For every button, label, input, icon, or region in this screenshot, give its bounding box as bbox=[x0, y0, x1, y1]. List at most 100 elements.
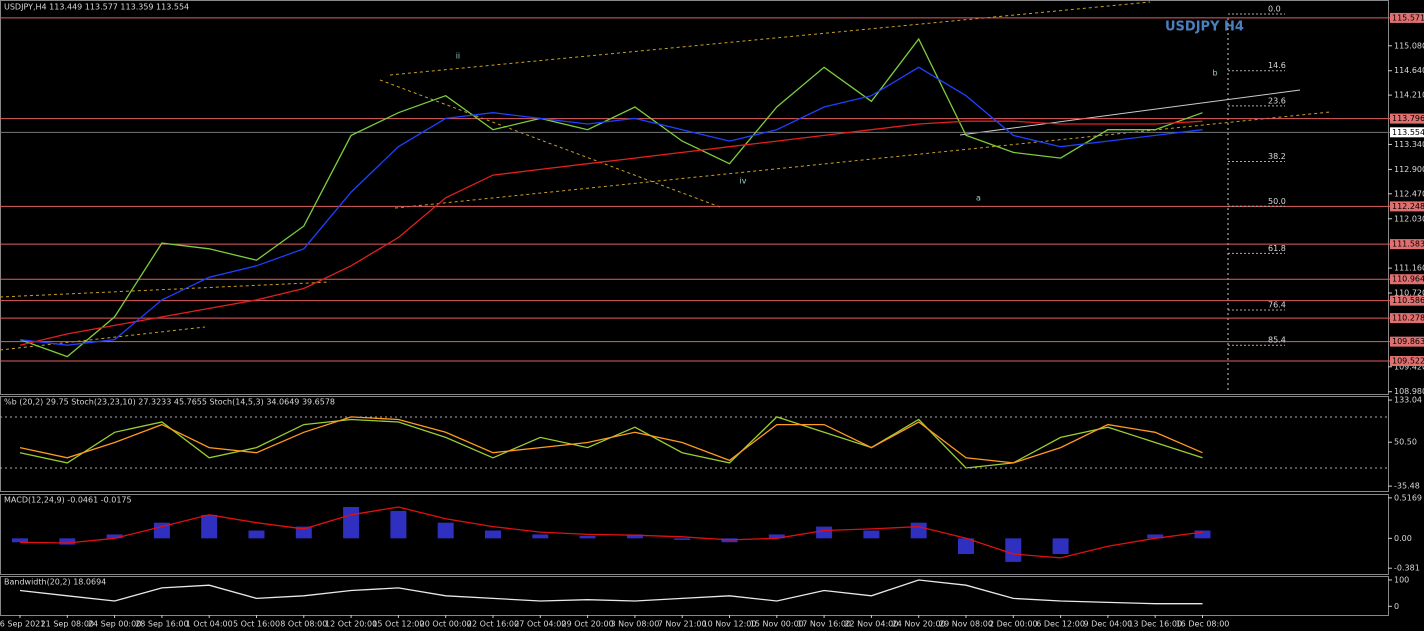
y-tick-label: 113.340 bbox=[1394, 140, 1424, 149]
wave-label: a bbox=[976, 193, 981, 202]
macd-bar bbox=[59, 538, 76, 545]
series-line bbox=[19, 120, 1203, 346]
x-tick-label: 9 Dec 04:00 bbox=[1084, 620, 1133, 629]
x-tick-label: 8 Oct 08:00 bbox=[280, 620, 327, 629]
fib-label: 61.8 bbox=[1268, 244, 1286, 253]
x-tick-label: 16 Dec 08:00 bbox=[1176, 620, 1230, 629]
x-tick-label: 2 Dec 00:00 bbox=[989, 620, 1038, 629]
y-tick-label: 110.720 bbox=[1394, 289, 1424, 298]
macd-bar bbox=[910, 522, 927, 539]
level-label: 109.522 bbox=[1392, 356, 1424, 365]
level-label: 111.583 bbox=[1392, 240, 1424, 249]
x-tick-label: 6 Dec 12:00 bbox=[1036, 620, 1085, 629]
level-tag bbox=[1390, 274, 1424, 285]
y-tick-label: -35.48 bbox=[1394, 482, 1420, 491]
trend-lines bbox=[0, 1, 1331, 351]
symbol-header: USDJPY,H4 113.449 113.577 113.359 113.55… bbox=[4, 3, 189, 12]
level-tag bbox=[1390, 295, 1424, 306]
x-tick-label: 7 Nov 21:00 bbox=[658, 620, 707, 629]
level-label: 113.796 bbox=[1392, 114, 1424, 123]
y-tick-label: 109.420 bbox=[1394, 362, 1424, 371]
series-line bbox=[19, 37, 1203, 358]
y-tick-label: 115.080 bbox=[1394, 41, 1424, 50]
x-tick-label: 21 Sep 08:00 bbox=[41, 620, 94, 629]
x-tick-label: 22 Nov 04:00 bbox=[844, 620, 898, 629]
fib-label: 38.2 bbox=[1268, 152, 1286, 161]
level-tag bbox=[1390, 313, 1424, 324]
level-tag bbox=[1390, 201, 1424, 212]
macd-bar bbox=[295, 526, 312, 539]
series-line bbox=[19, 416, 1203, 464]
last-price-tag bbox=[1390, 127, 1424, 138]
x-tick-label: 5 Oct 16:00 bbox=[233, 620, 280, 629]
macd-bar bbox=[863, 530, 880, 539]
x-tick-label: 15 Nov 00:00 bbox=[750, 620, 804, 629]
x-tick-label: 20 Oct 00:00 bbox=[420, 620, 472, 629]
level-label: 112.248 bbox=[1392, 202, 1424, 211]
level-tag bbox=[1390, 113, 1424, 124]
wave-label: ii bbox=[456, 51, 460, 60]
indicator-title: Bandwidth(20,2) 18.0694 bbox=[4, 578, 106, 587]
y-tick-label: 0.5169 bbox=[1394, 493, 1422, 502]
macd-bar bbox=[674, 538, 691, 540]
y-tick-label: -0.381 bbox=[1394, 564, 1420, 573]
series-line bbox=[19, 579, 1203, 605]
level-label: 110.586 bbox=[1392, 296, 1424, 305]
macd-bar bbox=[816, 526, 833, 539]
macd-bar bbox=[532, 534, 549, 539]
x-tick-label: 15 Oct 12:00 bbox=[372, 620, 424, 629]
x-tick-label: 1 Oct 04:00 bbox=[186, 620, 233, 629]
chart-title: USDJPY H4 bbox=[1165, 20, 1244, 35]
macd-bar bbox=[1052, 538, 1069, 555]
macd-bar bbox=[768, 534, 785, 539]
channel-line bbox=[959, 89, 1301, 136]
indicator-title: MACD(12,24,9) -0.0461 -0.0175 bbox=[4, 496, 132, 505]
level-label: 110.964 bbox=[1392, 275, 1424, 284]
fib-label: 23.6 bbox=[1268, 96, 1286, 105]
level-label: 110.278 bbox=[1392, 314, 1424, 323]
y-tick-label: 50.50 bbox=[1394, 438, 1417, 447]
macd-bar bbox=[106, 534, 123, 539]
macd-bar bbox=[1147, 534, 1164, 539]
y-tick-label: 111.160 bbox=[1394, 264, 1424, 273]
level-label: 115.571 bbox=[1392, 13, 1424, 22]
x-tick-label: 24 Nov 20:00 bbox=[892, 620, 946, 629]
x-tick-label: 29 Nov 08:00 bbox=[939, 620, 993, 629]
macd-bar bbox=[437, 522, 454, 539]
level-tag bbox=[1390, 336, 1424, 347]
y-tick-label: 108.980 bbox=[1394, 387, 1424, 396]
macd-bar bbox=[626, 534, 643, 539]
x-tick-label: 12 Oct 20:00 bbox=[325, 620, 377, 629]
macd-bar bbox=[12, 538, 28, 543]
y-tick-label: 112.900 bbox=[1394, 165, 1424, 174]
y-tick-label: 0 bbox=[1394, 602, 1399, 611]
macd-bar bbox=[1194, 530, 1211, 539]
x-tick-label: 13 Dec 16:00 bbox=[1128, 620, 1182, 629]
fib-label: 76.4 bbox=[1268, 301, 1286, 310]
x-tick-label: 27 Oct 04:00 bbox=[514, 620, 566, 629]
y-tick-label: 114.640 bbox=[1394, 66, 1424, 75]
macd-bar bbox=[485, 530, 501, 539]
x-tick-label: 10 Nov 12:00 bbox=[703, 620, 757, 629]
macd-bar bbox=[343, 507, 360, 539]
x-tick-label: 28 Sep 16:00 bbox=[135, 620, 188, 629]
level-tag bbox=[1390, 355, 1424, 366]
fib-label: 0.0 bbox=[1268, 5, 1281, 14]
macd-bar bbox=[579, 535, 596, 539]
last-price-label: 113.554 bbox=[1392, 128, 1424, 137]
y-tick-label: 114.210 bbox=[1394, 91, 1424, 100]
x-tick-label: 16 Sep 2021 bbox=[0, 620, 45, 629]
wave-label: b bbox=[1213, 68, 1218, 77]
macd-bar bbox=[958, 538, 974, 555]
x-tick-label: 29 Oct 20:00 bbox=[562, 620, 614, 629]
series-line bbox=[19, 506, 1203, 559]
y-tick-label: 133.04 bbox=[1394, 396, 1422, 405]
panel-frames bbox=[0, 0, 1389, 616]
y-tick-label: 112.470 bbox=[1394, 189, 1424, 198]
y-tick-label: 100 bbox=[1394, 575, 1409, 584]
macd-bar bbox=[390, 510, 407, 539]
indicator-title: %b (20,2) 29.75 Stoch(23,23,10) 27.3233 … bbox=[4, 398, 335, 407]
fib-label: 85.4 bbox=[1268, 336, 1286, 345]
level-label: 109.863 bbox=[1392, 337, 1424, 346]
y-tick-label: 112.030 bbox=[1394, 214, 1424, 223]
